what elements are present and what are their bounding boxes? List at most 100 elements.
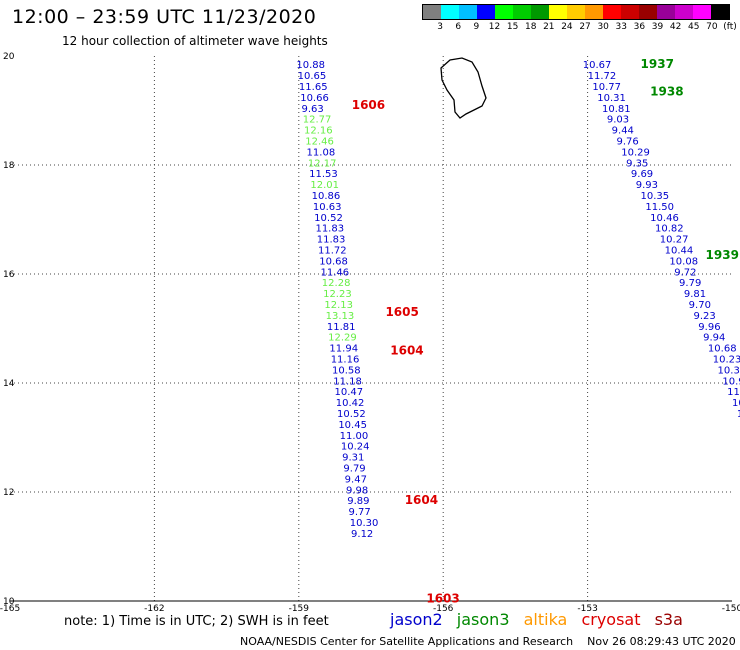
wave-height-label: 12.13 [324, 300, 353, 311]
wave-height-label: 12.29 [328, 333, 357, 344]
wave-height-label: 11.18 [333, 376, 362, 387]
wave-height-label: 10.29 [621, 147, 650, 158]
wave-height-label: 11.94 [329, 344, 358, 355]
legend-cryosat: cryosat [581, 610, 641, 629]
wave-height-label: 9.96 [698, 322, 720, 333]
x-tick-label: -156 [433, 604, 454, 614]
wave-height-label: 9.94 [703, 333, 725, 344]
scale-tick-label: 70 [706, 22, 718, 32]
wave-height-label: 11.50 [645, 202, 674, 213]
wave-height-label: 9.44 [612, 126, 634, 137]
island-coastline [440, 57, 487, 119]
scale-tick-label: 42 [669, 22, 682, 32]
page-subtitle: 12 hour collection of altimeter wave hei… [62, 34, 328, 48]
scale-tick-label: 12 [488, 22, 501, 32]
y-tick-label: 20 [3, 52, 15, 62]
wave-height-label: 10.81 [602, 104, 631, 115]
wave-height-label: 10.42 [336, 398, 365, 409]
scale-swatch [675, 5, 693, 19]
scale-swatch [459, 5, 477, 19]
wave-height-label: 9.89 [347, 496, 369, 507]
wave-height-label: 10.86 [312, 191, 341, 202]
credit-line: NOAA/NESDIS Center for Satellite Applica… [240, 635, 736, 648]
legend-jason3: jason3 [456, 610, 510, 629]
wave-height-label: 10.8 [737, 409, 740, 420]
wave-height-label: 11.16 [727, 387, 740, 398]
wave-height-label: 9.03 [607, 115, 629, 126]
wave-height-label: 10.66 [300, 93, 329, 104]
wave-height-label: 9.81 [684, 289, 706, 300]
wave-height-label: 11.83 [317, 235, 346, 246]
wave-height-label: 10.68 [708, 344, 737, 355]
scale-swatch [567, 5, 585, 19]
scale-swatch [513, 5, 531, 19]
wave-height-label: 10.65 [298, 71, 327, 82]
scale-tick-label: 9 [473, 22, 480, 32]
wave-height-label: 11.83 [315, 224, 344, 235]
wave-height-label: 10.4 [732, 398, 740, 409]
scale-swatch [639, 5, 657, 19]
scale-swatch [441, 5, 459, 19]
scale-swatch [621, 5, 639, 19]
wave-height-label: 9.93 [636, 180, 658, 191]
wave-height-label: 10.44 [665, 245, 694, 256]
wave-height-label: 10.24 [341, 442, 370, 453]
wave-height-label: 12.01 [310, 180, 339, 191]
wave-height-label: 10.67 [583, 60, 612, 71]
wave-height-label: 10.91 [722, 376, 740, 387]
wave-height-label: 10.30 [350, 518, 379, 529]
wave-height-label: 11.65 [299, 82, 328, 93]
scale-swatch [603, 5, 621, 19]
wave-height-label: 10.88 [296, 60, 325, 71]
wave-height-label: 10.52 [337, 409, 366, 420]
wave-height-label: 11.81 [327, 322, 356, 333]
scale-tick-label: 33 [615, 22, 628, 32]
wave-height-label: 11.72 [318, 245, 347, 256]
y-tick-label: 10 [3, 597, 15, 607]
scale-tick-label: 30 [597, 22, 609, 32]
x-tick-label: -150 [722, 604, 740, 614]
wave-height-label: 9.76 [616, 136, 638, 147]
wave-height-label: 9.12 [351, 529, 373, 540]
wave-height-label: 10.46 [650, 213, 679, 224]
scale-tick-label: 39 [651, 22, 664, 32]
wave-height-label: 11.53 [309, 169, 338, 180]
scale-tick-label: 15 [506, 22, 519, 32]
scale-swatch [495, 5, 513, 19]
scale-tick-label: 45 [688, 22, 700, 32]
wave-height-label: 9.35 [626, 158, 648, 169]
wave-height-label: 13.13 [326, 311, 355, 322]
time-label: 1939 [706, 248, 739, 262]
legend-jason2: jason2 [390, 610, 443, 629]
wave-height-label: 10.34 [718, 365, 740, 376]
satellite-legend: jason2 jason3 altika cryosat s3a [390, 610, 692, 629]
x-tick-label: -153 [577, 604, 597, 614]
scale-tick-label: 18 [524, 22, 537, 32]
x-tick-label: -162 [144, 604, 164, 614]
time-label: 1604 [390, 343, 423, 357]
wave-height-label: 9.31 [342, 453, 364, 464]
wave-height-label: 10.23 [713, 354, 740, 365]
wave-height-label: 10.52 [314, 213, 343, 224]
scale-swatch [711, 5, 729, 19]
x-tick-label: -165 [0, 604, 20, 614]
wave-height-label: 9.63 [301, 104, 323, 115]
legend-altika: altika [523, 610, 568, 629]
wave-height-label: 9.47 [345, 474, 367, 485]
wave-height-label: 12.16 [304, 126, 333, 137]
wave-height-label: 11.16 [331, 354, 360, 365]
x-tick-label: -159 [289, 604, 310, 614]
scale-tick-label: 6 [455, 22, 462, 32]
wave-height-label: 12.46 [305, 136, 334, 147]
scale-tick-label: (ft) [723, 22, 737, 32]
wave-height-label: 10.58 [332, 365, 361, 376]
page-title: 12:00 – 23:59 UTC 11/23/2020 [12, 6, 317, 28]
wave-height-label: 11.72 [588, 71, 617, 82]
wave-height-label: 9.70 [689, 300, 711, 311]
scale-tick-label: 24 [561, 22, 573, 32]
wave-height-label: 9.23 [693, 311, 715, 322]
legend-s3a: s3a [654, 610, 683, 629]
wave-height-label: 10.31 [597, 93, 626, 104]
time-label: 1606 [352, 98, 385, 112]
